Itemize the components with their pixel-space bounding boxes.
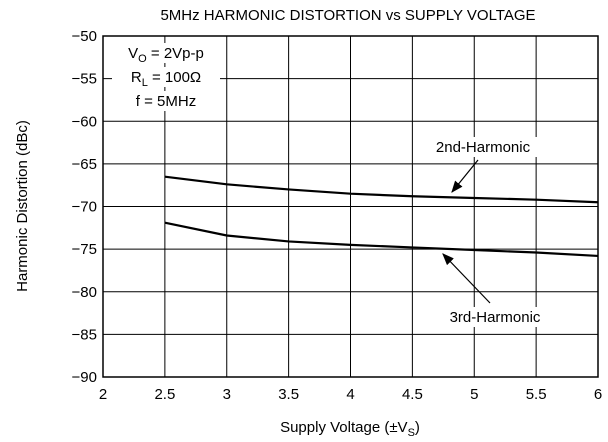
y-tick-label: −55 <box>72 71 97 88</box>
x-tick-label: 2.5 <box>154 386 175 403</box>
condition-main: R <box>131 69 142 86</box>
series-label: 3rd-Harmonic <box>450 309 541 326</box>
series-label-bg <box>433 307 557 327</box>
series-line <box>164 221 599 258</box>
x-tick-label: 6 <box>594 386 602 403</box>
y-tick-label: −90 <box>72 369 97 386</box>
x-tick-label: 5 <box>470 386 478 403</box>
condition-text: f = 5MHz <box>136 93 196 110</box>
series-label-bg <box>421 137 545 157</box>
y-tick-label: −75 <box>72 241 97 258</box>
chart-title: 5MHz HARMONIC DISTORTION vs SUPPLY VOLTA… <box>160 7 535 24</box>
x-axis-label: Supply Voltage (±VS) <box>280 419 420 439</box>
condition-bg <box>120 91 212 111</box>
y-tick-label: −50 <box>72 28 97 45</box>
y-tick-label: −65 <box>72 156 97 173</box>
x-tick-label: 3 <box>223 386 231 403</box>
condition-main: V <box>128 45 138 62</box>
condition-text: VO = 2Vp-p <box>128 45 204 65</box>
x-axis-label-tail: ) <box>415 419 420 436</box>
y-tick-label: −85 <box>72 326 97 343</box>
plot-lines: 2nd-Harmonic 3rd-Harmonic <box>164 137 599 327</box>
x-tick-label: 4.5 <box>402 386 423 403</box>
condition-text: RL = 100Ω <box>131 69 201 89</box>
arrow <box>442 253 491 304</box>
y-tick-label: −80 <box>72 284 97 301</box>
y-tick-label: −70 <box>72 199 97 216</box>
arrow <box>451 159 479 193</box>
y-axis-label: Harmonic Distortion (dBc) <box>14 120 31 292</box>
x-tick-label: 5.5 <box>526 386 547 403</box>
condition-main: f = 5MHz <box>136 93 196 110</box>
series-line <box>164 175 599 204</box>
y-tick-label: −60 <box>72 113 97 130</box>
x-tick-label: 4 <box>346 386 354 403</box>
condition-sub: L <box>142 77 148 89</box>
condition-bg <box>112 67 220 87</box>
condition-sub: O <box>138 53 147 65</box>
x-tick-label: 2 <box>99 386 107 403</box>
x-axis-label-main: Supply Voltage (±V <box>280 419 407 436</box>
condition-tail: = 2Vp-p <box>147 45 204 62</box>
grid: 2 2.5 3 3.5 4 4.5 5 5.5 6 −50 −55 −60 −65 −70 −75 −80 −8… <box>72 28 603 403</box>
x-axis-label-sub: S <box>408 427 415 439</box>
x-tick-label: 3.5 <box>278 386 299 403</box>
plot-frame <box>102 35 599 378</box>
conditions: VO = 2Vp-p RL = 100Ω f = 5MHz <box>108 43 224 111</box>
condition-bg <box>108 43 224 63</box>
series-label: 2nd-Harmonic <box>436 139 531 156</box>
condition-tail: = 100Ω <box>148 69 201 86</box>
